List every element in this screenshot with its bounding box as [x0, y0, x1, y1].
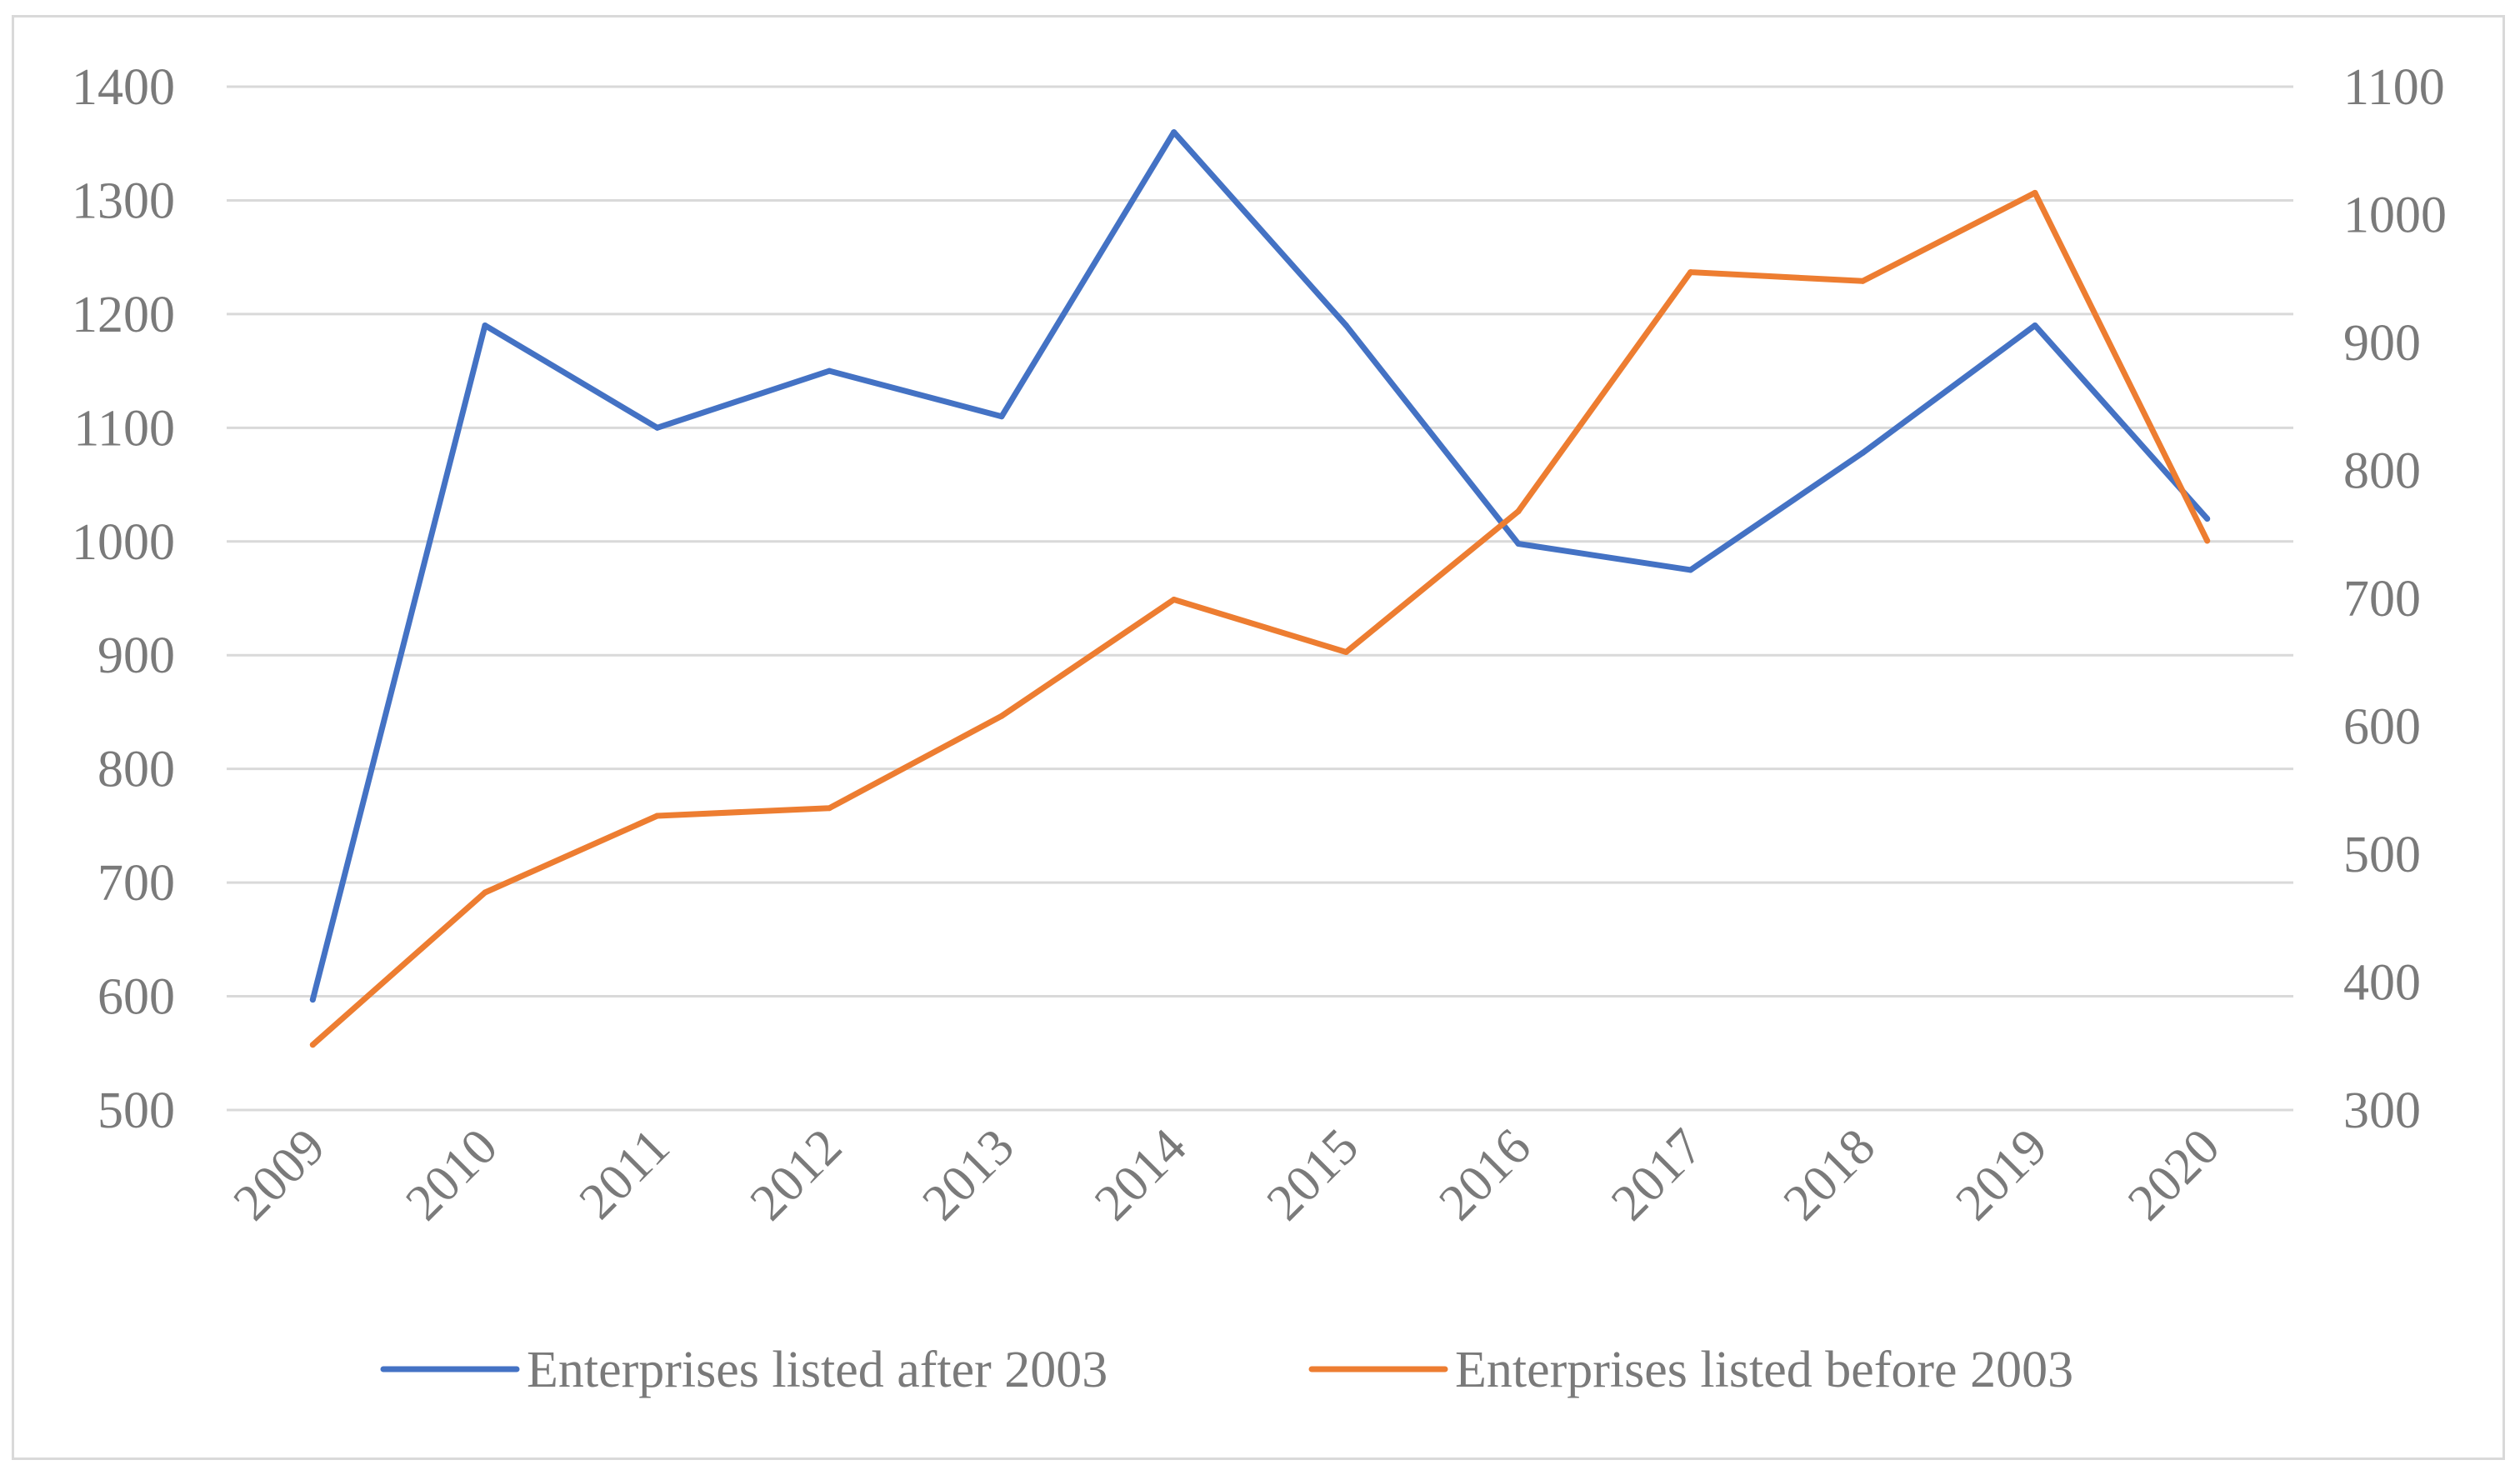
- left-tick-label-600: 600: [98, 969, 175, 1026]
- grid-lines: [227, 85, 2293, 1112]
- series-1-point-2020: [2204, 515, 2211, 522]
- x-tick-label-2015: 2015: [1256, 1118, 1369, 1232]
- series-1-point-2015: [1342, 322, 1349, 329]
- series-1-point-2016: [1515, 541, 1522, 548]
- series-1-point-2010: [482, 322, 488, 329]
- right-tick-label-1100: 1100: [2343, 59, 2445, 116]
- x-tick-label-2009: 2009: [222, 1118, 336, 1232]
- right-tick-label-900: 900: [2343, 315, 2421, 372]
- x-tick-label-2014: 2014: [1084, 1118, 1198, 1232]
- series-1-point-2019: [2032, 322, 2038, 329]
- right-y-axis: 300 400 500 600 700 800 900 1000 1100: [2343, 59, 2447, 1139]
- right-tick-label-800: 800: [2343, 443, 2421, 500]
- legend-item-2: Enterprises listed before 2003: [1308, 1342, 2073, 1398]
- left-tick-label-700: 700: [98, 855, 175, 912]
- left-tick-label-1300: 1300: [72, 172, 175, 229]
- x-tick-label-2018: 2018: [1772, 1118, 1886, 1232]
- x-tick-label-2011: 2011: [568, 1118, 680, 1230]
- right-tick-label-1000: 1000: [2343, 188, 2447, 244]
- series-2-point-2017: [1688, 269, 1694, 276]
- left-tick-label-1000: 1000: [72, 514, 175, 571]
- series-1-point-2009: [309, 997, 316, 1003]
- x-tick-label-2017: 2017: [1601, 1118, 1714, 1232]
- chart-frame: [12, 15, 2505, 1460]
- left-tick-label-500: 500: [98, 1082, 175, 1139]
- series-2-point-2012: [826, 805, 832, 812]
- series-2-point-2019: [2032, 189, 2038, 196]
- series-lines: [309, 129, 2211, 1048]
- left-tick-label-900: 900: [98, 628, 175, 684]
- x-tick-label-2016: 2016: [1428, 1118, 1542, 1232]
- right-tick-label-700: 700: [2343, 571, 2421, 628]
- series-1-point-2011: [654, 424, 661, 431]
- x-axis: 2009 2010 2011 2012 2013 2014 2015 2016 2017 2018…: [222, 1118, 2230, 1232]
- left-y-axis: 500 600 700 800 900 1000 1100 1200 1300 1400: [72, 59, 175, 1139]
- series-line-1: [309, 129, 2211, 1003]
- series-1-point-2017: [1688, 567, 1694, 573]
- series-2-point-2016: [1515, 508, 1522, 515]
- x-tick-label-2012: 2012: [739, 1118, 852, 1232]
- series-1-point-2012: [826, 368, 832, 374]
- legend-item-1: Enterprises listed after 2003: [380, 1342, 1108, 1398]
- series-2-point-2013: [998, 712, 1005, 719]
- left-tick-label-1200: 1200: [72, 287, 175, 343]
- series-1-point-2013: [998, 413, 1005, 420]
- x-tick-label-2019: 2019: [1945, 1118, 2058, 1232]
- left-tick-label-800: 800: [98, 742, 175, 798]
- legend: Enterprises listed after 2003 Enterprises…: [380, 1342, 2073, 1398]
- series-1-point-2014: [1171, 129, 1178, 136]
- right-tick-label-500: 500: [2343, 827, 2421, 883]
- x-tick-label-2020: 2020: [2118, 1118, 2231, 1232]
- x-tick-label-2010: 2010: [395, 1118, 508, 1232]
- series-2-point-2015: [1342, 648, 1349, 655]
- series-2-point-2009: [309, 1042, 316, 1048]
- series-2-point-2020: [2204, 538, 2211, 544]
- series-2-point-2018: [1859, 278, 1866, 284]
- series-2-point-2014: [1171, 597, 1178, 603]
- left-tick-label-1100: 1100: [73, 400, 175, 457]
- right-tick-label-400: 400: [2343, 955, 2421, 1012]
- left-tick-label-1400: 1400: [72, 59, 175, 116]
- right-tick-label-600: 600: [2343, 699, 2421, 756]
- x-tick-label-2013: 2013: [912, 1118, 1025, 1232]
- series-line-2: [309, 189, 2211, 1048]
- series-2-point-2010: [482, 889, 488, 896]
- legend-label-2: Enterprises listed before 2003: [1455, 1342, 2073, 1398]
- series-1-point-2018: [1859, 449, 1866, 456]
- series-2-point-2011: [654, 812, 661, 819]
- right-tick-label-300: 300: [2343, 1082, 2421, 1139]
- legend-label-1: Enterprises listed after 2003: [527, 1342, 1108, 1398]
